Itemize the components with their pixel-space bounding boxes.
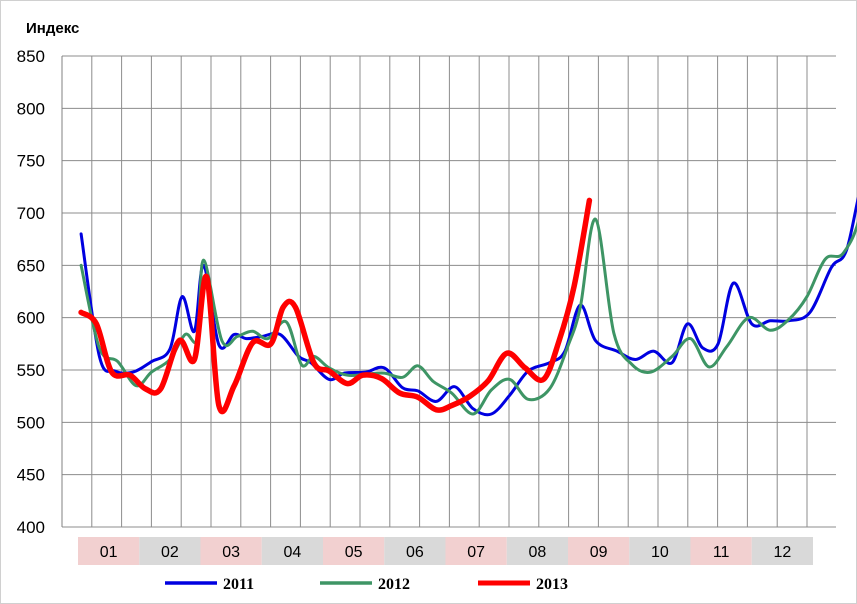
- month-label: 03: [222, 544, 240, 561]
- month-label: 09: [590, 544, 608, 561]
- month-label: 01: [100, 544, 118, 561]
- y-tick-label: 400: [17, 518, 45, 537]
- grid: [61, 55, 836, 528]
- month-label: 05: [345, 544, 363, 561]
- month-label: 02: [161, 544, 179, 561]
- month-band: [751, 537, 813, 565]
- month-band: [384, 537, 446, 565]
- x-axis-month-bands: 01 02 03 04 05 06 07 08 09 10 11 12: [78, 537, 813, 565]
- y-tick-label: 500: [17, 413, 45, 432]
- month-band: [200, 537, 262, 565]
- series-lines: [78, 196, 857, 417]
- series-line-2011: [79, 196, 857, 417]
- month-band: [323, 537, 385, 565]
- y-tick-label: 800: [17, 99, 45, 118]
- legend-label-2012: 2012: [378, 576, 410, 593]
- series-line-2012: [79, 217, 857, 416]
- month-band: [445, 537, 507, 565]
- y-tick-label: 600: [17, 309, 45, 328]
- month-band: [261, 537, 323, 565]
- y-tick-label: 750: [17, 152, 45, 171]
- series-line-2013: [78, 197, 593, 415]
- y-axis: 400 450 500 550 600 650 700 750 800 850: [17, 47, 45, 537]
- month-label: 10: [651, 544, 669, 561]
- month-label: 04: [283, 544, 301, 561]
- month-band: [629, 537, 691, 565]
- month-band: [568, 537, 630, 565]
- y-tick-label: 550: [17, 361, 45, 380]
- y-axis-label: Индекс: [26, 20, 79, 37]
- month-band: [139, 537, 201, 565]
- legend-label-2013: 2013: [536, 576, 568, 593]
- legend: 2011 2012 2013: [165, 576, 568, 593]
- month-label: 12: [773, 544, 791, 561]
- month-label: 06: [406, 544, 424, 561]
- y-tick-label: 650: [17, 256, 45, 275]
- month-band: [690, 537, 752, 565]
- month-band: [506, 537, 568, 565]
- legend-label-2011: 2011: [223, 576, 254, 593]
- month-band: [78, 537, 140, 565]
- y-tick-label: 700: [17, 204, 45, 223]
- y-tick-label: 450: [17, 466, 45, 485]
- y-tick-label: 850: [17, 47, 45, 66]
- month-label: 07: [467, 544, 485, 561]
- month-label: 11: [713, 544, 730, 561]
- month-label: 08: [528, 544, 546, 561]
